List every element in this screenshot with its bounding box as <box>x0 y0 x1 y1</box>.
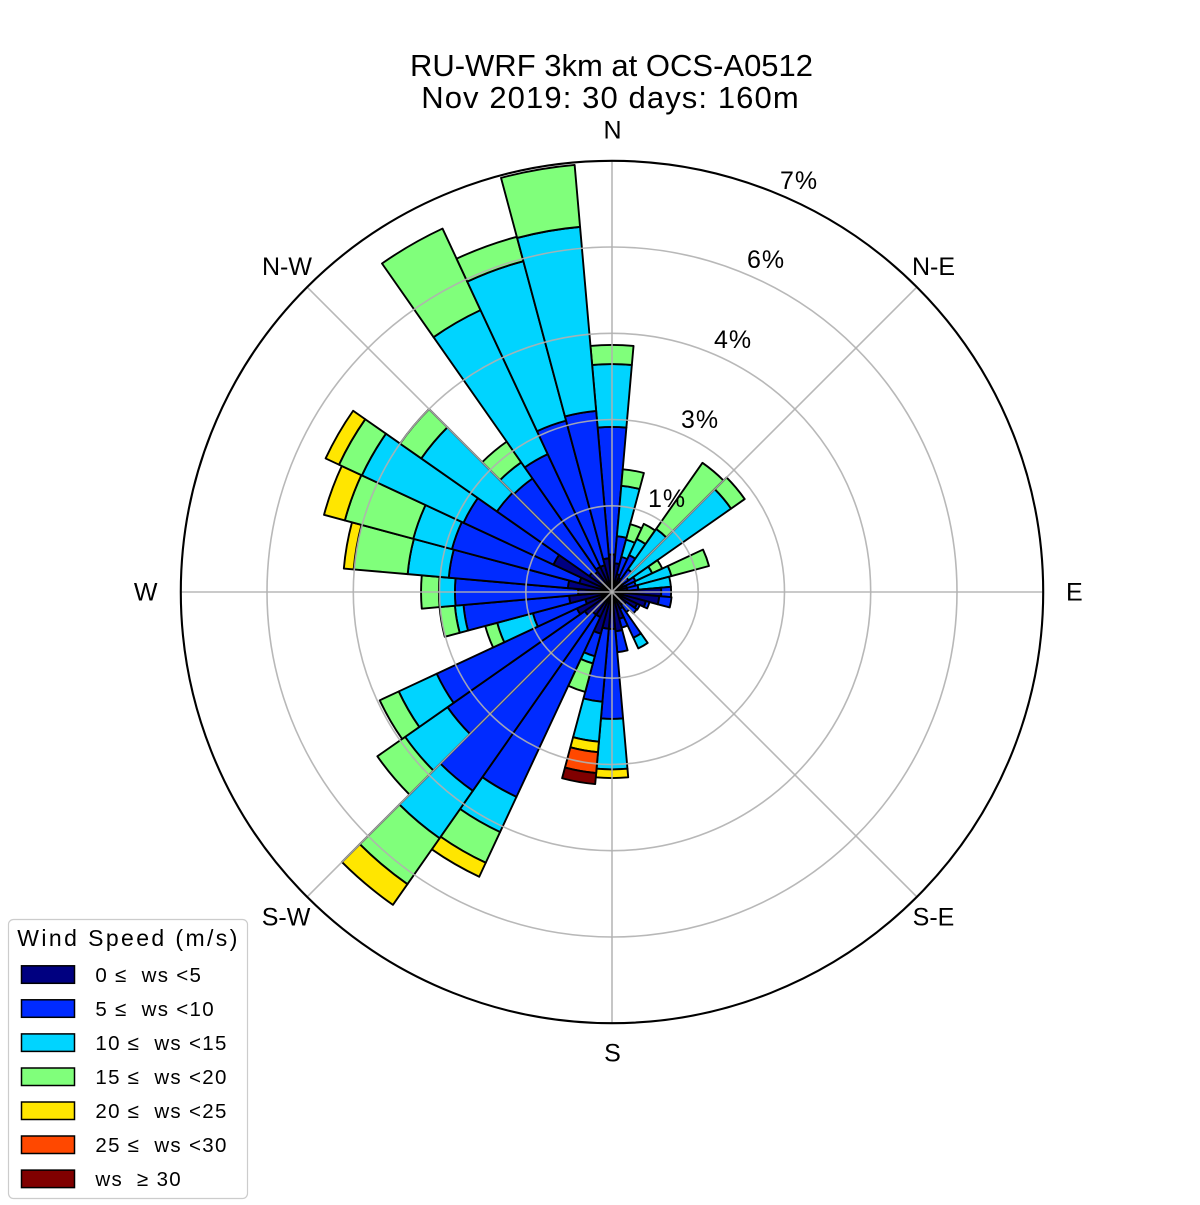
svg-text:S-W: S-W <box>262 903 311 931</box>
svg-text:1%: 1% <box>648 485 686 513</box>
svg-text:20 ≤ ws <25: 20 ≤ ws <25 <box>95 1100 227 1123</box>
svg-text:10 ≤ ws <15: 10 ≤ ws <15 <box>95 1032 227 1055</box>
svg-text:7%: 7% <box>780 167 818 195</box>
svg-text:15 ≤ ws <20: 15 ≤ ws <20 <box>95 1066 227 1089</box>
svg-text:S: S <box>604 1040 621 1068</box>
svg-text:4%: 4% <box>714 326 752 354</box>
svg-text:Wind Speed (m/s): Wind Speed (m/s) <box>17 925 239 951</box>
svg-text:N-W: N-W <box>262 253 312 281</box>
svg-text:RU-WRF 3km at OCS-A0512: RU-WRF 3km at OCS-A0512 <box>410 48 813 83</box>
svg-text:Nov 2019: 30 days: 160m: Nov 2019: 30 days: 160m <box>421 80 800 115</box>
svg-text:5 ≤ ws <10: 5 ≤ ws <10 <box>95 998 215 1021</box>
svg-text:N-E: N-E <box>912 253 955 281</box>
svg-text:W: W <box>134 579 158 607</box>
svg-text:ws ≥ 30: ws ≥ 30 <box>94 1168 182 1191</box>
svg-text:N: N <box>603 117 621 145</box>
svg-text:0 ≤ ws <5: 0 ≤ ws <5 <box>95 964 202 987</box>
svg-text:S-E: S-E <box>913 903 955 931</box>
svg-text:E: E <box>1066 579 1083 607</box>
svg-text:3%: 3% <box>681 406 719 434</box>
svg-text:6%: 6% <box>747 246 785 274</box>
svg-text:25 ≤ ws <30: 25 ≤ ws <30 <box>95 1134 227 1157</box>
